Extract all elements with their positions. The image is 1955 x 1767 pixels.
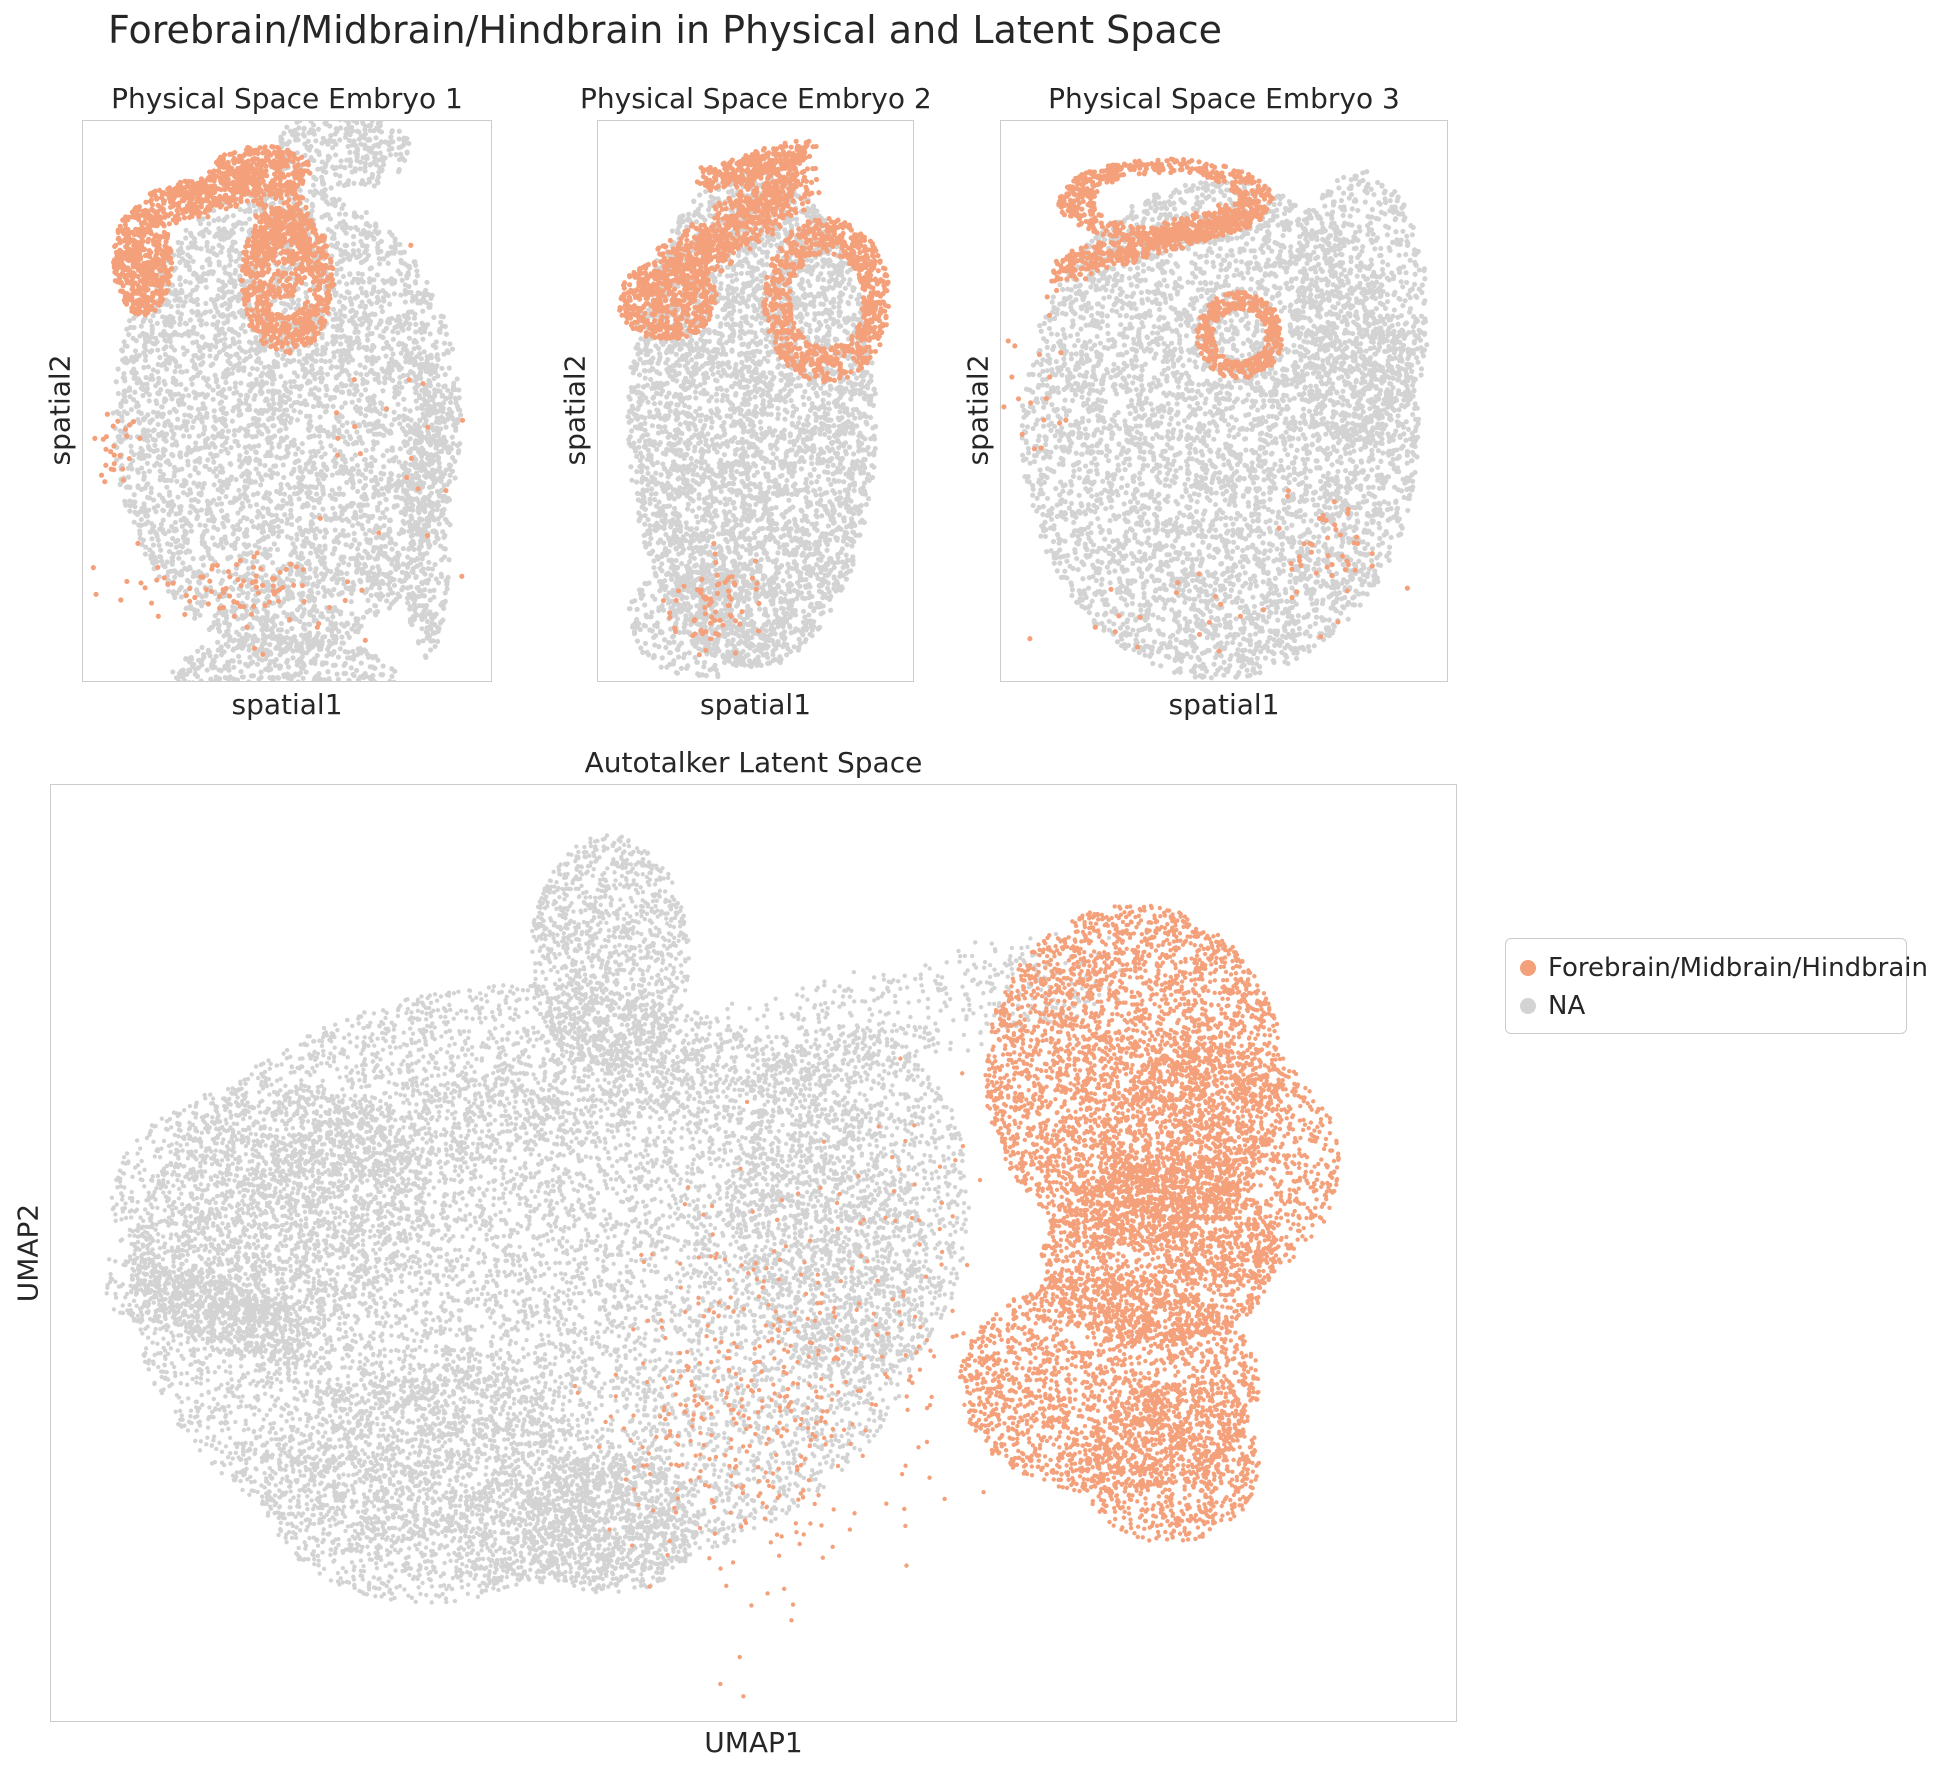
panel-title-embryo-2: Physical Space Embryo 2 [580, 82, 932, 115]
forebrain-latent-point-path [572, 903, 1341, 1699]
na-latent-point-path [104, 833, 1123, 1605]
scatter-plot-latent [104, 833, 1341, 1699]
forebrain-embryo-1-points [90, 144, 466, 657]
forebrain-embryo-1-point-path [90, 144, 466, 657]
scatter-panel-embryo-3 [1000, 120, 1448, 682]
panel-title-latent: Autotalker Latent Space [584, 746, 923, 779]
scatter-panel-embryo-1 [82, 120, 492, 682]
legend-label-forebrain: Forebrain/Midbrain/Hindbrain [1548, 953, 1928, 983]
scatter-plot-embryo-2 [617, 138, 891, 680]
figure-title: Forebrain/Midbrain/Hindbrain in Physical… [108, 8, 1222, 52]
legend-marker-forebrain [1520, 960, 1536, 976]
xlabel-embryo-2: spatial1 [699, 688, 812, 721]
panel-title-embryo-3: Physical Space Embryo 3 [1048, 82, 1400, 115]
na-embryo-1-point-path [110, 121, 464, 681]
ylabel-latent: UMAP2 [11, 1203, 45, 1303]
forebrain-embryo-2-points [617, 138, 891, 658]
na-embryo-3-point-path [1019, 169, 1430, 681]
na-latent-points [104, 833, 1123, 1605]
legend-item-na: NA [1520, 991, 1585, 1021]
scatter-plot-embryo-3 [1001, 156, 1430, 681]
forebrain-latent-points [572, 903, 1341, 1699]
forebrain-embryo-2-point-path [617, 138, 891, 658]
panel-title-embryo-1: Physical Space Embryo 1 [111, 82, 463, 115]
na-embryo-1-points [110, 121, 464, 681]
legend-label-na: NA [1548, 991, 1586, 1021]
ylabel-embryo-2: spatial2 [558, 354, 592, 466]
ylabel-embryo-1: spatial2 [43, 354, 77, 466]
legend: Forebrain/Midbrain/Hindbrain NA [1505, 938, 1928, 1034]
ylabel-embryo-3: spatial2 [961, 354, 995, 466]
scatter-plot-embryo-1 [90, 121, 466, 681]
xlabel-latent: UMAP1 [704, 1726, 803, 1759]
legend-marker-na [1520, 998, 1536, 1014]
scatter-panel-embryo-2 [597, 120, 914, 682]
scatter-panel-latent [50, 784, 1457, 1722]
na-embryo-3-points [1019, 169, 1430, 681]
xlabel-embryo-1: spatial1 [231, 688, 343, 721]
xlabel-embryo-3: spatial1 [1168, 688, 1280, 721]
legend-item-forebrain: Forebrain/Midbrain/Hindbrain [1520, 953, 1928, 983]
